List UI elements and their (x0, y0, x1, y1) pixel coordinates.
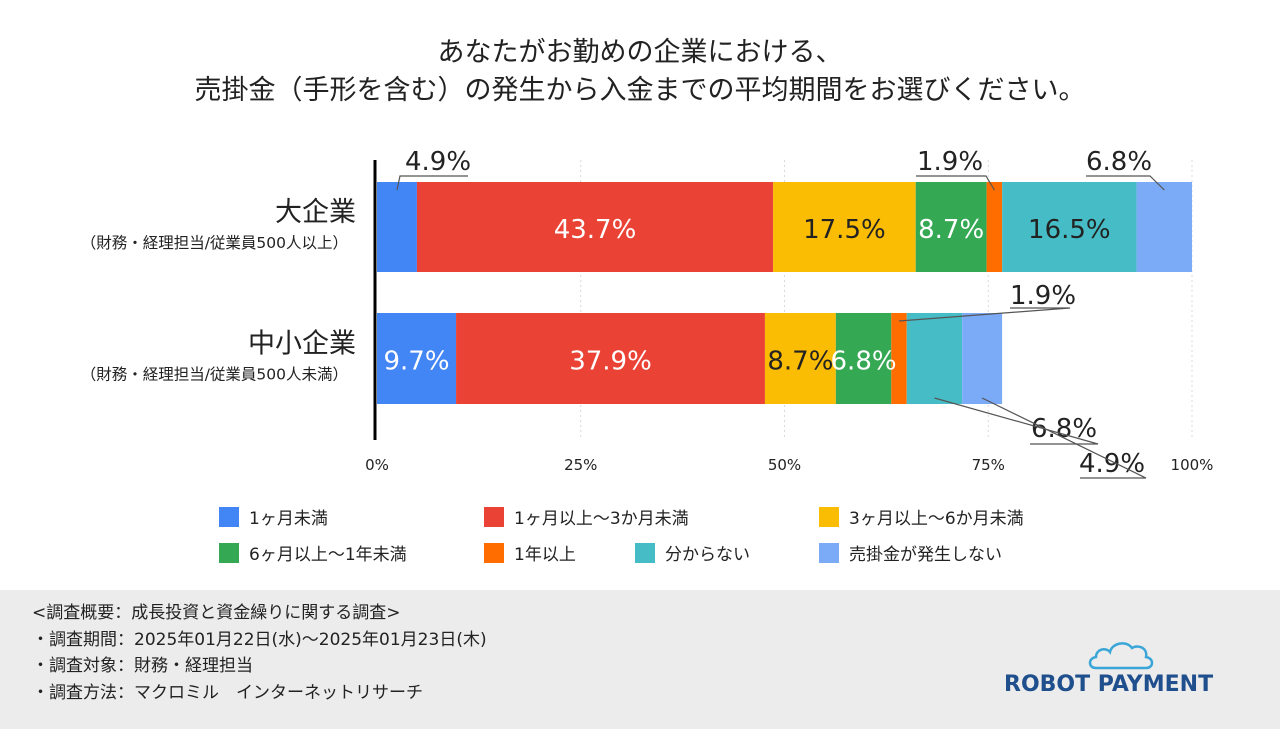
data-label: 37.9% (569, 347, 652, 377)
legend-swatch (484, 542, 504, 563)
bar-segment (891, 313, 907, 404)
data-label: 1.9% (917, 147, 983, 177)
data-label: 6.8% (1031, 414, 1097, 444)
x-tick-label: 25% (564, 456, 597, 474)
data-label: 16.5% (1028, 215, 1111, 245)
legend-item: 1年以上 (484, 540, 576, 565)
data-label: 9.7% (383, 347, 449, 377)
legend-swatch (219, 506, 239, 527)
bar-segment (906, 313, 963, 404)
data-label: 4.9% (405, 147, 471, 177)
bar-segment (915, 182, 987, 272)
bar-segment (773, 182, 916, 272)
leader-line (934, 397, 1099, 445)
category-sublabel: （財務・経理担当/従業員500人以上） (81, 234, 348, 252)
data-label: 6.8% (831, 347, 897, 377)
survey-method: ・調査方法：マクロミル インターネットリサーチ (32, 682, 423, 703)
leader-line (1086, 175, 1165, 191)
legend-item: 1ヶ月以上～3か月未満 (484, 504, 689, 529)
bar-segment (377, 182, 417, 272)
legend-label: 1ヶ月未満 (249, 509, 328, 529)
robot-payment-logo: ROBOT PAYMENT (1004, 636, 1234, 706)
survey-period: ・調査期間：2025年01月22日(水)～2025年01月23日(木) (32, 629, 487, 650)
leader-line (396, 175, 468, 191)
leader-line (981, 397, 1147, 479)
legend-label: 1ヶ月以上～3か月未満 (514, 509, 689, 529)
data-label: 17.5% (803, 215, 886, 245)
legend-swatch (635, 542, 655, 563)
bar-segment (986, 182, 1003, 272)
x-tick-label: 0% (365, 456, 389, 474)
legend-label: 3ヶ月以上～6か月未満 (849, 509, 1024, 529)
legend-item: 1ヶ月未満 (219, 504, 328, 529)
survey-target: ・調査対象：財務・経理担当 (32, 656, 253, 676)
data-label: 4.9% (1079, 449, 1145, 479)
bar-segment (835, 313, 892, 404)
chart-legend: 1ヶ月未満 1ヶ月以上～3か月未満 3ヶ月以上～6か月未満 6ヶ月以上～1年未満 1年以… (219, 504, 1024, 565)
legend-swatch (219, 542, 239, 563)
legend-label: 1年以上 (514, 545, 576, 565)
survey-summary: <調査概要：成長投資と資金繰りに関する調査> ・調査期間：2025年01月22日… (32, 600, 487, 706)
bar-segment (1136, 182, 1192, 272)
x-tick-label: 50% (768, 456, 801, 474)
leader-line (916, 175, 995, 191)
legend-swatch (819, 506, 839, 527)
x-tick-label: 75% (972, 456, 1005, 474)
legend-label: 6ヶ月以上～1年未満 (249, 545, 407, 565)
cloud-icon (1088, 642, 1154, 670)
bar-segment (416, 182, 774, 272)
legend-label: 売掛金が発生しない (849, 545, 1002, 565)
chart-title-line1: あなたがお勤めの企業における、 (437, 37, 843, 68)
data-label: 6.8% (1086, 147, 1152, 177)
data-label: 8.7% (918, 215, 984, 245)
bar-segment (1002, 182, 1137, 272)
legend-swatch (819, 542, 839, 563)
survey-heading: <調査概要：成長投資と資金繰りに関する調査> (32, 603, 401, 623)
leader-line (898, 307, 1071, 322)
legend-swatch (484, 506, 504, 527)
legend-item: 分からない (635, 540, 750, 565)
logo-text: ROBOT PAYMENT (1004, 672, 1214, 697)
legend-item: 売掛金が発生しない (819, 540, 1002, 565)
data-label: 43.7% (554, 215, 637, 245)
bar-segment (456, 313, 765, 404)
survey-footer: <調査概要：成長投資と資金繰りに関する調査> ・調査期間：2025年01月22日… (0, 590, 1280, 729)
legend-label: 分からない (665, 545, 750, 565)
bar-segment (962, 313, 1003, 404)
data-label: 1.9% (1010, 281, 1076, 311)
x-tick-label: 100% (1171, 456, 1214, 474)
chart-title-line2: 売掛金（手形を含む）の発生から入金までの平均期間をお選びください。 (194, 75, 1086, 106)
bar-segment (377, 313, 457, 404)
legend-item: 6ヶ月以上～1年未満 (219, 540, 407, 565)
chart-title: あなたがお勤めの企業における、 売掛金（手形を含む）の発生から入金までの平均期間… (0, 34, 1280, 110)
bar-segment (764, 313, 836, 404)
data-label: 8.7% (767, 347, 833, 377)
legend-item: 3ヶ月以上～6か月未満 (819, 504, 1024, 529)
category-sublabel: （財務・経理担当/従業員500人未満） (81, 366, 348, 384)
category-label: 中小企業 (248, 329, 356, 360)
stacked-bar-chart: 0% 25% 50% 75% 100% 大企業 （財務・経理担当/従業員500人以上） 中小企… (81, 147, 1214, 479)
category-label: 大企業 (275, 197, 356, 228)
